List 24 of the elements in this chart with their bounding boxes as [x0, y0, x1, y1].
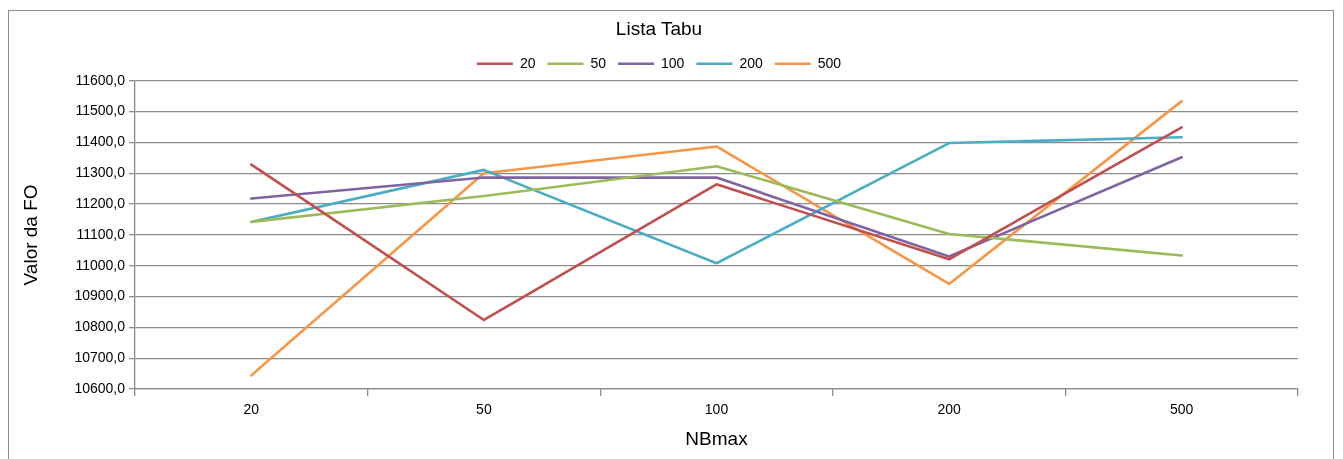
legend-label: 20: [519, 54, 536, 71]
y-tick-label: 11600,0: [75, 71, 126, 88]
y-tick-label: 11500,0: [75, 102, 126, 119]
y-tick-label: 10600,0: [74, 379, 126, 396]
y-tick-label: 11400,0: [75, 133, 126, 150]
x-tick-label: 500: [1170, 401, 1194, 418]
legend-title: Lista Tabu: [615, 17, 703, 39]
x-tick-label: 200: [937, 401, 961, 418]
x-tick-label: 20: [243, 401, 260, 418]
y-tick-label: 10900,0: [74, 287, 126, 304]
x-tick-label: 50: [476, 401, 492, 418]
y-tick-label: 11300,0: [75, 164, 126, 181]
x-axis-title: NBmax: [685, 427, 749, 449]
y-tick-label: 11200,0: [75, 194, 126, 211]
y-tick-label: 10700,0: [74, 349, 126, 366]
y-tick-label: 11100,0: [76, 225, 126, 242]
legend-label: 200: [739, 54, 763, 71]
legend-label: 50: [590, 54, 607, 71]
y-tick-label: 11000,0: [75, 256, 126, 273]
x-tick-label: 100: [704, 401, 729, 418]
y-tick-label: 10800,0: [74, 318, 126, 335]
legend-label: 100: [661, 54, 685, 71]
legend-label: 500: [817, 54, 842, 71]
y-axis-title: Valor da FO: [19, 184, 41, 286]
